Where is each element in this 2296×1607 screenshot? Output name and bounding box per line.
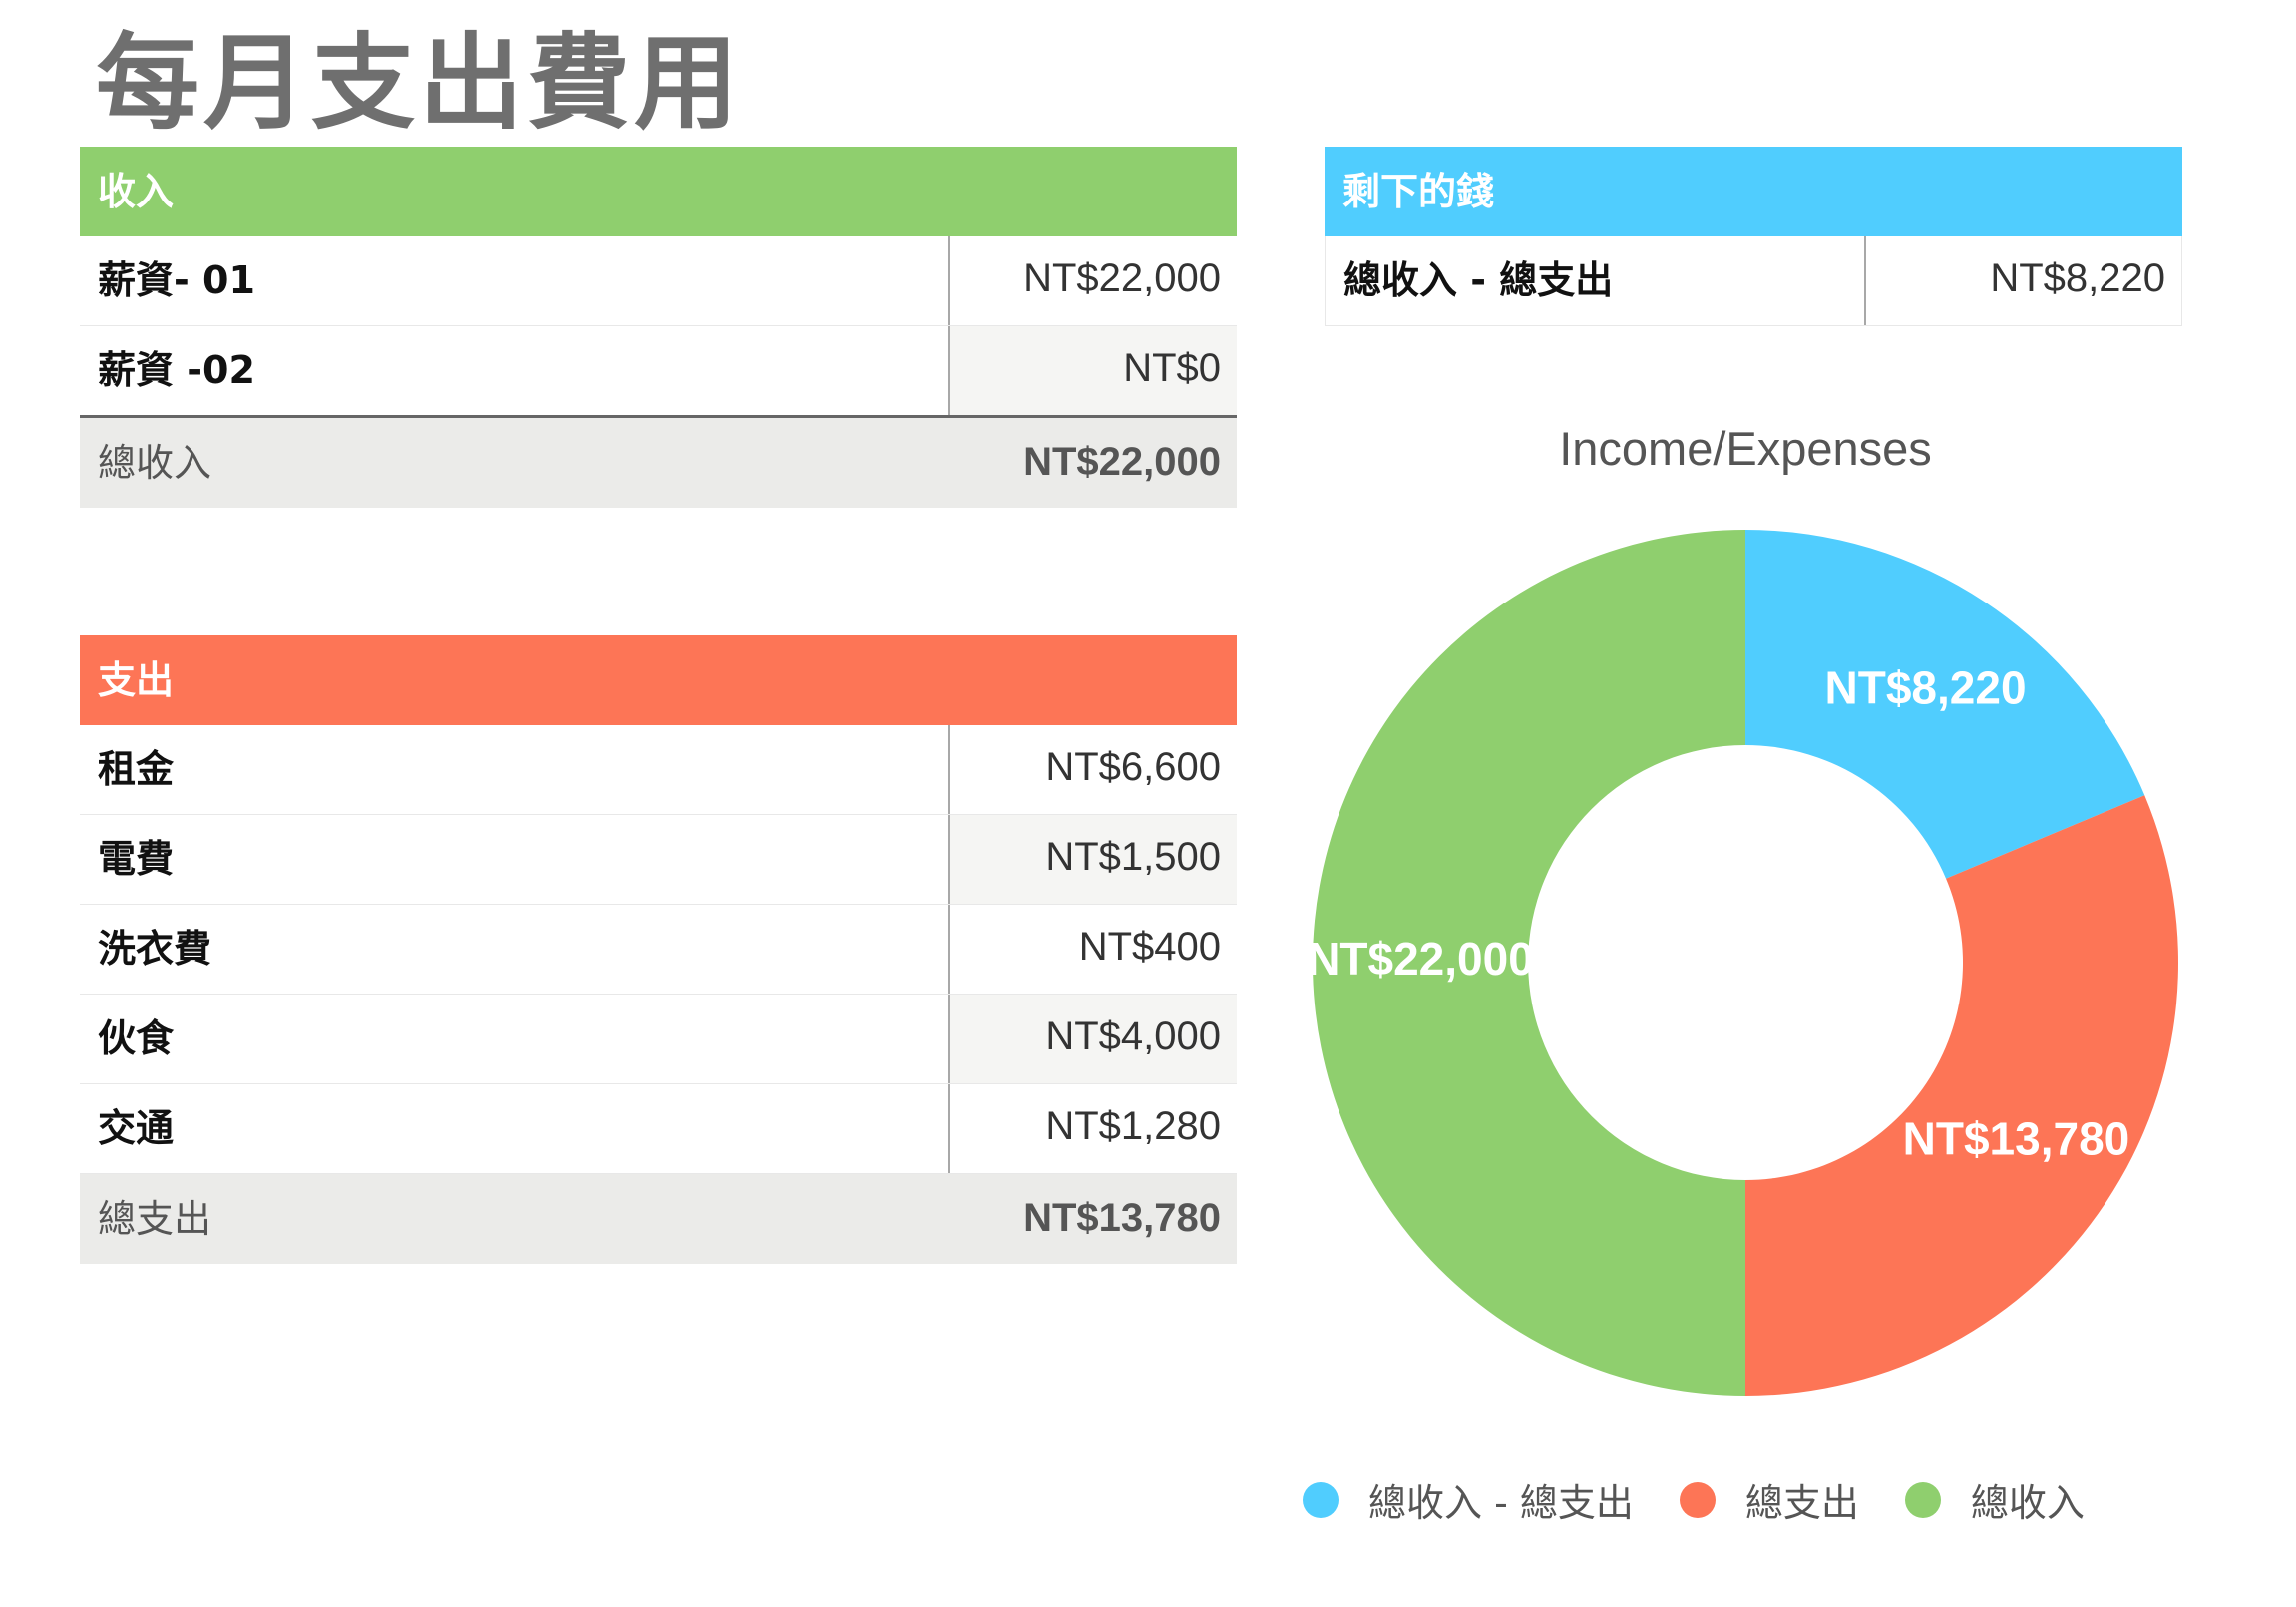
legend-dot <box>1679 1481 1716 1518</box>
table-row[interactable]: 洗衣費 NT$400 <box>80 905 1237 995</box>
table-row[interactable]: 交通 NT$1,280 <box>80 1084 1237 1174</box>
legend-dot <box>1904 1481 1941 1518</box>
row-label: 電費 <box>80 815 950 904</box>
table-row[interactable]: 電費 NT$1,500 <box>80 815 1237 905</box>
donut-slice[interactable] <box>1745 530 2145 879</box>
row-label: 薪資 -02 <box>80 326 950 415</box>
row-label: 交通 <box>80 1084 950 1173</box>
slice-data-label: NT$13,780 <box>1903 1113 2130 1165</box>
total-label: 總支出 <box>98 1197 212 1241</box>
row-value: NT$1,280 <box>1045 1104 1221 1148</box>
row-value: NT$4,000 <box>950 995 1237 1083</box>
chart-title: Income/Expenses <box>1559 422 1932 475</box>
expense-table-header: 支出 <box>80 635 1237 725</box>
donut-slice[interactable] <box>1313 530 1745 1396</box>
legend-label: 總支出 <box>1744 1481 1859 1525</box>
remaining-table: 剩下的錢 總收入 - 總支出 NT$8,220 <box>1325 147 2182 326</box>
table-row[interactable]: 總收入 - 總支出 NT$8,220 <box>1325 236 2182 326</box>
row-value: NT$8,220 <box>1990 256 2165 300</box>
table-row[interactable]: 薪資 -02 NT$0 <box>80 326 1237 418</box>
row-label: 總收入 - 總支出 <box>1326 236 1866 325</box>
expense-table: 支出 租金 NT$6,600 電費 NT$1,500 洗衣費 NT$400 伙食… <box>80 635 1237 1264</box>
row-label: 伙食 <box>80 995 950 1083</box>
row-label: 洗衣費 <box>80 905 950 994</box>
table-row[interactable]: 租金 NT$6,600 <box>80 725 1237 815</box>
row-value: NT$22,000 <box>1023 256 1221 300</box>
row-label: 薪資- 01 <box>80 236 950 325</box>
slice-data-label: NT$22,000 <box>1307 933 1534 985</box>
page-title: 每月支出費用 <box>96 22 743 144</box>
remaining-table-header: 剩下的錢 <box>1325 147 2182 236</box>
legend-item[interactable]: 總收入 - 總支出 <box>1303 1472 1634 1527</box>
slice-data-label: NT$8,220 <box>1825 662 2027 714</box>
total-label: 總收入 <box>98 441 212 485</box>
legend-label: 總收入 - 總支出 <box>1368 1481 1634 1525</box>
row-value: NT$1,500 <box>950 815 1237 904</box>
income-table: 收入 薪資- 01 NT$22,000 薪資 -02 NT$0 總收入 NT$2… <box>80 147 1237 508</box>
expense-total-row[interactable]: 總支出 NT$13,780 <box>80 1174 1237 1264</box>
chart-legend: 總收入 - 總支出 總支出 總收入 <box>1303 1472 2085 1527</box>
legend-item[interactable]: 總收入 <box>1904 1472 2085 1527</box>
row-value: NT$0 <box>950 326 1237 415</box>
income-table-header: 收入 <box>80 147 1237 236</box>
income-total-row[interactable]: 總收入 NT$22,000 <box>80 418 1237 508</box>
legend-dot <box>1303 1481 1339 1518</box>
total-value: NT$22,000 <box>1023 440 1221 484</box>
table-row[interactable]: 伙食 NT$4,000 <box>80 995 1237 1084</box>
total-value: NT$13,780 <box>1023 1196 1221 1240</box>
row-value: NT$400 <box>1078 925 1221 969</box>
table-row[interactable]: 薪資- 01 NT$22,000 <box>80 236 1237 326</box>
row-value: NT$6,600 <box>1045 745 1221 789</box>
donut-slice[interactable] <box>1745 795 2178 1396</box>
row-label: 租金 <box>80 725 950 814</box>
legend-label: 總收入 <box>1970 1481 2085 1525</box>
legend-item[interactable]: 總支出 <box>1679 1472 1859 1527</box>
